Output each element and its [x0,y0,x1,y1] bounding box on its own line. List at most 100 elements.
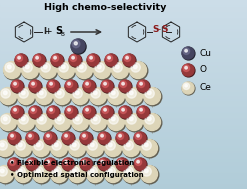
Bar [0,136,247,137]
Bar [0,103,247,104]
Circle shape [65,160,67,163]
Bar [0,176,247,177]
Bar [0,44,247,45]
Bar [0,168,247,169]
Circle shape [72,56,74,59]
Circle shape [119,80,131,92]
Bar [0,100,247,101]
Text: O: O [199,66,206,74]
Circle shape [29,106,41,118]
Circle shape [73,115,82,124]
Circle shape [15,166,32,183]
Circle shape [126,56,128,59]
Circle shape [26,158,39,171]
Circle shape [40,91,43,95]
Circle shape [80,132,92,144]
Bar [0,52,247,53]
Circle shape [9,159,16,166]
Circle shape [90,56,92,59]
Bar [0,167,247,168]
Circle shape [25,65,29,69]
Bar [0,141,247,142]
Circle shape [141,139,158,156]
Circle shape [147,91,151,95]
Bar [0,149,247,150]
Circle shape [105,54,117,66]
Circle shape [62,158,74,170]
Circle shape [0,141,7,150]
Circle shape [4,62,22,80]
Circle shape [71,88,88,105]
Bar [0,182,247,183]
Circle shape [111,61,128,78]
Circle shape [55,89,64,98]
Circle shape [84,81,91,88]
Circle shape [33,54,45,66]
Circle shape [69,54,82,67]
Bar [0,57,247,58]
Circle shape [0,88,17,105]
Circle shape [18,56,21,59]
Circle shape [86,108,88,111]
Bar [0,111,247,112]
Circle shape [124,55,131,61]
Bar [0,86,247,87]
Circle shape [65,80,78,93]
Text: Ce: Ce [199,84,211,92]
Circle shape [30,81,37,88]
Bar [0,34,247,35]
Bar [0,172,247,173]
Circle shape [15,54,27,66]
Circle shape [52,167,61,176]
Circle shape [137,106,149,118]
Circle shape [137,106,150,119]
Bar [0,90,247,91]
Bar [0,166,247,167]
Bar [0,58,247,59]
Circle shape [81,133,88,139]
Circle shape [97,65,101,69]
Circle shape [14,108,16,111]
Circle shape [104,82,106,85]
Bar [0,59,247,60]
Circle shape [144,88,162,106]
Bar [0,54,247,55]
Circle shape [45,159,52,166]
Circle shape [9,133,16,139]
Circle shape [11,134,13,137]
Circle shape [123,139,140,156]
Bar [0,138,247,139]
Circle shape [57,117,61,121]
Text: 8: 8 [61,32,65,36]
Circle shape [44,158,57,171]
Bar [0,179,247,180]
Circle shape [32,108,34,111]
Circle shape [98,132,111,145]
Circle shape [40,62,58,80]
Text: +: + [44,28,52,36]
Circle shape [50,166,67,183]
Circle shape [112,62,130,80]
Circle shape [90,114,108,132]
Circle shape [126,169,130,173]
Circle shape [83,106,96,119]
Circle shape [72,114,90,132]
Circle shape [129,91,133,95]
Circle shape [36,56,38,59]
Circle shape [108,114,126,132]
Circle shape [47,106,60,119]
Circle shape [123,140,141,158]
Circle shape [101,80,113,92]
Circle shape [44,132,57,145]
Bar [0,118,247,119]
Circle shape [90,143,94,147]
Circle shape [0,88,18,106]
Circle shape [123,166,141,184]
Bar [0,81,247,82]
Bar [0,43,247,44]
Bar [0,47,247,48]
Bar [0,63,247,64]
Bar [0,119,247,120]
Circle shape [135,159,142,166]
Bar [0,139,247,140]
